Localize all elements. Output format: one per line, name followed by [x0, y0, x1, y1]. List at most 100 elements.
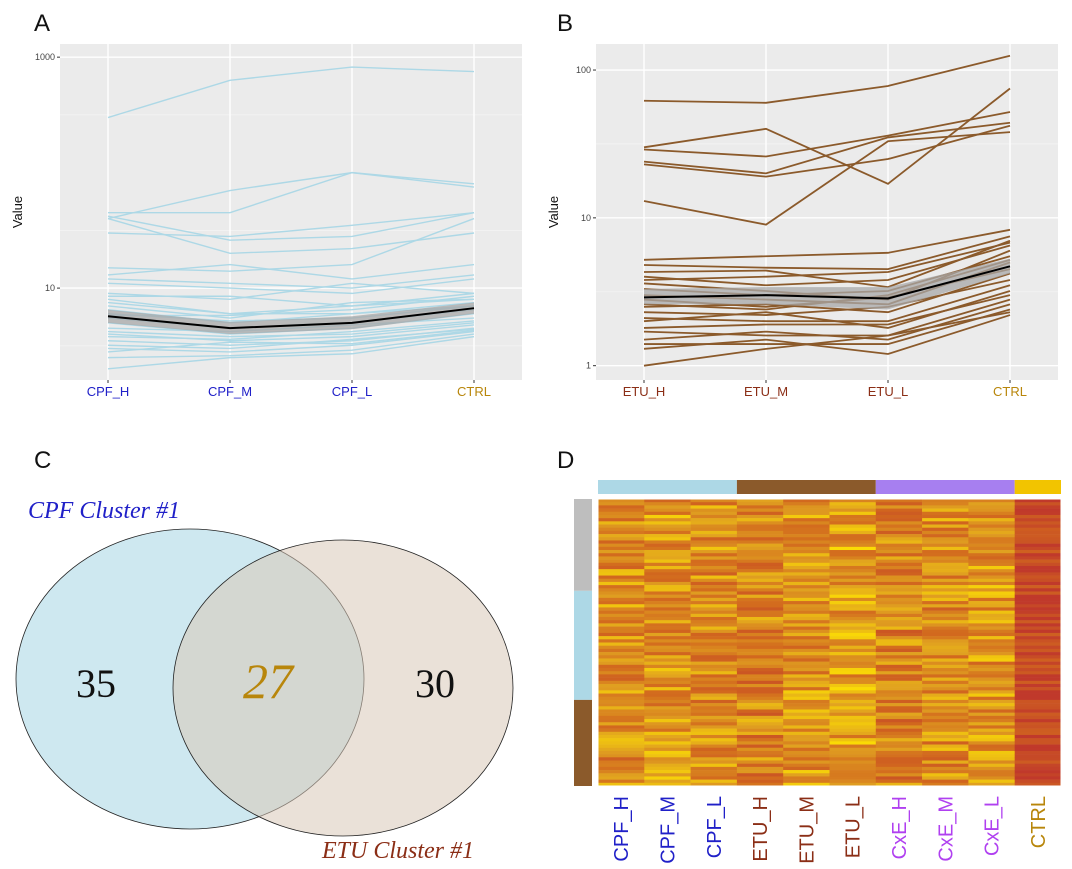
heatmap-cell [783, 754, 830, 758]
heatmap-cell [1014, 521, 1062, 525]
heatmap-cell [644, 632, 691, 637]
heatmap-cell [968, 712, 1015, 717]
heatmap-cell [1014, 674, 1062, 678]
heatmap-cell [829, 540, 877, 544]
heatmap-cell [783, 559, 830, 564]
heatmap-cell [968, 616, 1015, 621]
heatmap-cell [875, 773, 923, 777]
heatmap-cell [829, 534, 877, 538]
heatmap-cell [783, 527, 830, 532]
b-series-line [643, 294, 1011, 329]
heatmap-cell [968, 668, 1015, 672]
heatmap-cell [690, 499, 738, 503]
heatmap-cell [736, 690, 784, 694]
heatmap-cell [922, 671, 969, 675]
heatmap-cell [690, 744, 738, 749]
heatmap-cell [875, 569, 923, 573]
heatmap-cell [690, 562, 738, 567]
heatmap-cell [690, 553, 738, 557]
heatmap-cell [598, 543, 645, 548]
heatmap-cell [968, 534, 1015, 538]
heatmap-cell [736, 661, 784, 666]
heatmap-cell [922, 661, 969, 666]
heatmap-cell [783, 706, 830, 710]
heatmap-cell [829, 626, 877, 631]
a-series-line [107, 335, 475, 370]
heatmap-cell [598, 693, 645, 698]
heatmap-cell [598, 562, 645, 567]
heatmap-cell [829, 623, 877, 627]
heatmap-cell [736, 550, 784, 554]
heatmap-cell [829, 677, 877, 682]
heatmap-cell [829, 776, 877, 780]
heatmap-cell [875, 537, 923, 541]
heatmap-cell [736, 734, 784, 739]
heatmap-cell [968, 747, 1015, 752]
heatmap-column-group-bar [736, 480, 876, 494]
heatmap-cell [1014, 763, 1062, 768]
heatmap-cell [644, 773, 691, 777]
heatmap-cell [783, 728, 830, 733]
heatmap-cell [829, 779, 877, 784]
heatmap-cell [968, 502, 1015, 506]
heatmap-cell [783, 632, 830, 637]
heatmap-cell [736, 553, 784, 557]
heatmap-cell [598, 508, 645, 513]
heatmap-cell [644, 722, 691, 726]
b-x-tick-label: ETU_H [623, 384, 666, 399]
b-series-line [643, 121, 1011, 175]
heatmap-cell [1014, 706, 1062, 710]
heatmap-cell [644, 575, 691, 580]
heatmap-cell [1014, 642, 1062, 646]
heatmap-cell [598, 683, 645, 688]
heatmap-cell [690, 690, 738, 694]
heatmap-cell [1014, 683, 1062, 688]
heatmap-cell [875, 572, 923, 576]
heatmap-cell [598, 712, 645, 717]
heatmap-cell [690, 530, 738, 535]
panel-letter-c: C [34, 447, 52, 474]
heatmap-cell [644, 671, 691, 675]
heatmap-cell [736, 613, 784, 618]
heatmap-cell [968, 674, 1015, 678]
heatmap-cell [644, 696, 691, 701]
heatmap-cell [783, 652, 830, 656]
heatmap-cell [598, 607, 645, 611]
heatmap-cell [1014, 722, 1062, 726]
heatmap-cell [968, 527, 1015, 532]
heatmap-cell [598, 696, 645, 701]
heatmap-cell [783, 543, 830, 548]
heatmap-cell [968, 639, 1015, 643]
heatmap-cell [1014, 690, 1062, 694]
heatmap-cell [598, 734, 645, 739]
heatmap-cell [968, 553, 1015, 557]
heatmap-cell [1014, 741, 1062, 745]
heatmap-cell [644, 524, 691, 528]
heatmap-cell [1014, 607, 1062, 611]
heatmap-cell [736, 562, 784, 567]
heatmap-cell [736, 776, 784, 780]
heatmap-cell [783, 770, 830, 774]
heatmap-cell [736, 623, 784, 627]
heatmap-cell [644, 763, 691, 768]
a-series-line [107, 329, 475, 353]
heatmap-cell [736, 687, 784, 691]
heatmap-cell [1014, 569, 1062, 573]
heatmap-cell [829, 597, 877, 602]
b-series-line [643, 239, 1011, 289]
heatmap-cell [968, 693, 1015, 698]
heatmap-cell [783, 588, 830, 592]
heatmap-cell [829, 690, 877, 694]
heatmap-cell [968, 550, 1015, 554]
heatmap-cell [922, 648, 969, 653]
heatmap-cell [598, 514, 645, 519]
heatmap-cell [922, 636, 969, 640]
heatmap-cell [690, 779, 738, 784]
heatmap-cell [922, 626, 969, 631]
b-y-tick-label: 1 [586, 361, 591, 371]
venn-diagram: CPF Cluster #1 ETU Cluster #1 35 30 27 [15, 498, 514, 864]
heatmap-cell [922, 505, 969, 509]
venn-count-cpf-only: 35 [76, 661, 116, 706]
heatmap-column-label: CPF_L [704, 796, 726, 858]
heatmap-cell [644, 658, 691, 662]
